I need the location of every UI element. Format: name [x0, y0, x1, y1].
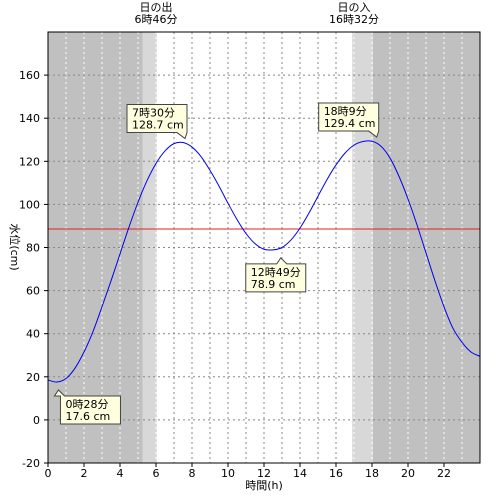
callout-box — [126, 104, 188, 140]
sun-event-time: 16時32分 — [329, 13, 379, 26]
callout-value: 129.4 cm — [324, 117, 376, 130]
x-tick-label: 18 — [365, 467, 379, 480]
x-tick-label: 20 — [401, 467, 415, 480]
y-tick-label: 60 — [26, 285, 40, 298]
tide-curve — [47, 140, 481, 383]
y-tick-label: 40 — [26, 328, 40, 341]
y-tick-label: 160 — [19, 69, 40, 82]
x-tick-label: 16 — [329, 467, 343, 480]
series-layer — [47, 140, 481, 383]
x-tick-label: 12 — [257, 467, 271, 480]
sun-event-label: 日の入 — [338, 1, 371, 14]
x-tick-label: 22 — [437, 467, 451, 480]
callout-value: 78.9 cm — [251, 278, 296, 291]
y-tick-label: 140 — [19, 112, 40, 125]
x-axis-label: 時間(h) — [245, 479, 283, 492]
twilight-band — [352, 32, 373, 463]
y-tick-label: 100 — [19, 198, 40, 211]
y-axis-label: 水位(cm) — [8, 223, 22, 270]
grid — [48, 32, 480, 463]
callout-time: 0時28分 — [65, 398, 108, 411]
x-tick-label: 10 — [221, 467, 235, 480]
callout-box — [318, 102, 380, 138]
sun-event-time: 6時46分 — [135, 13, 178, 26]
x-tick-label: 2 — [81, 467, 88, 480]
y-tick-label: 20 — [26, 371, 40, 384]
callout-time: 18時9分 — [324, 105, 367, 118]
y-tick-label: 0 — [33, 414, 40, 427]
y-tick-label: -20 — [22, 457, 40, 470]
callout-time: 12時49分 — [251, 266, 301, 279]
callout-value: 128.7 cm — [132, 119, 184, 132]
callout-value: 17.6 cm — [65, 410, 110, 423]
axis-ticks: 0 2 4 6 8 10 12 14 16 18 20 22 -20 0 20 40 60 80 100 120 140… — [19, 69, 451, 480]
callout-box — [53, 389, 121, 425]
y-tick-label: 120 — [19, 155, 40, 168]
x-tick-label: 6 — [153, 467, 160, 480]
x-tick-label: 14 — [293, 467, 307, 480]
x-tick-label: 4 — [117, 467, 124, 480]
x-tick-label: 0 — [45, 467, 52, 480]
sun-event-label: 日の出 — [140, 0, 173, 14]
callout-time: 7時30分 — [132, 107, 175, 120]
y-tick-label: 80 — [26, 242, 40, 255]
x-tick-label: 8 — [189, 467, 196, 480]
callout-box — [245, 257, 307, 293]
